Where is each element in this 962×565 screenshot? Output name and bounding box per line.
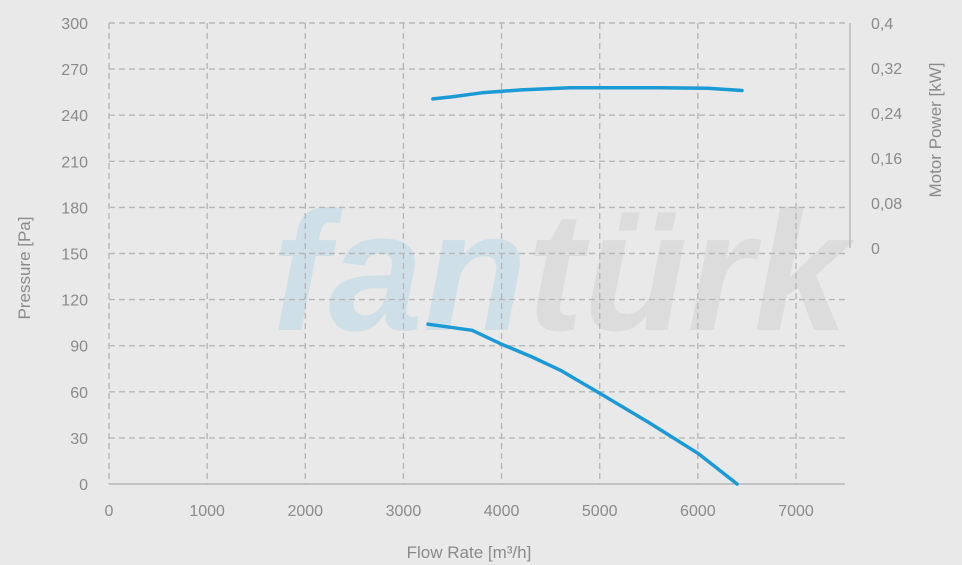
y2-tick-label: 0,4 (871, 16, 893, 33)
y-tick-label: 0 (79, 477, 88, 494)
series-layer (426, 85, 744, 486)
fanturk-watermark: fantürk (272, 177, 856, 367)
y2-tick-label: 0,24 (871, 106, 902, 123)
y2-tick-label: 0 (871, 241, 880, 258)
x-tick-label: 1000 (189, 503, 225, 520)
y-axis-title: Pressure [Pa] (15, 217, 34, 320)
x-tick-label: 6000 (680, 503, 716, 520)
y-tick-label: 60 (70, 385, 88, 402)
x-tick-label: 3000 (386, 503, 422, 520)
y-tick-label: 240 (61, 108, 88, 125)
x-axis-title: Flow Rate [m³/h] (407, 543, 532, 562)
x-tick-label: 2000 (287, 503, 323, 520)
watermark-turk: türk (527, 177, 856, 367)
y-tick-label: 300 (61, 16, 88, 33)
x-tick-label: 0 (105, 503, 114, 520)
y-tick-label: 270 (61, 62, 88, 79)
y2-tick-label: 0,08 (871, 196, 902, 213)
y-tick-label: 210 (61, 154, 88, 171)
grid (108, 22, 845, 484)
y-tick-label: 150 (61, 247, 88, 264)
svg-text:fantürk: fantürk (272, 177, 856, 367)
y2-tick-label: 0,16 (871, 151, 902, 168)
y-tick-label: 30 (70, 431, 88, 448)
pressure-curve (426, 322, 739, 486)
motor-power-curve (431, 85, 744, 101)
x-tick-label: 5000 (582, 503, 618, 520)
y-tick-label: 120 (61, 293, 88, 310)
x-tick-label: 7000 (778, 503, 814, 520)
y2-tick-label: 0,32 (871, 61, 902, 78)
x-tick-label: 4000 (484, 503, 520, 520)
y-tick-label: 180 (61, 200, 88, 217)
y-tick-label: 90 (70, 339, 88, 356)
y2-axis-title: Motor Power [kW] (926, 62, 945, 197)
